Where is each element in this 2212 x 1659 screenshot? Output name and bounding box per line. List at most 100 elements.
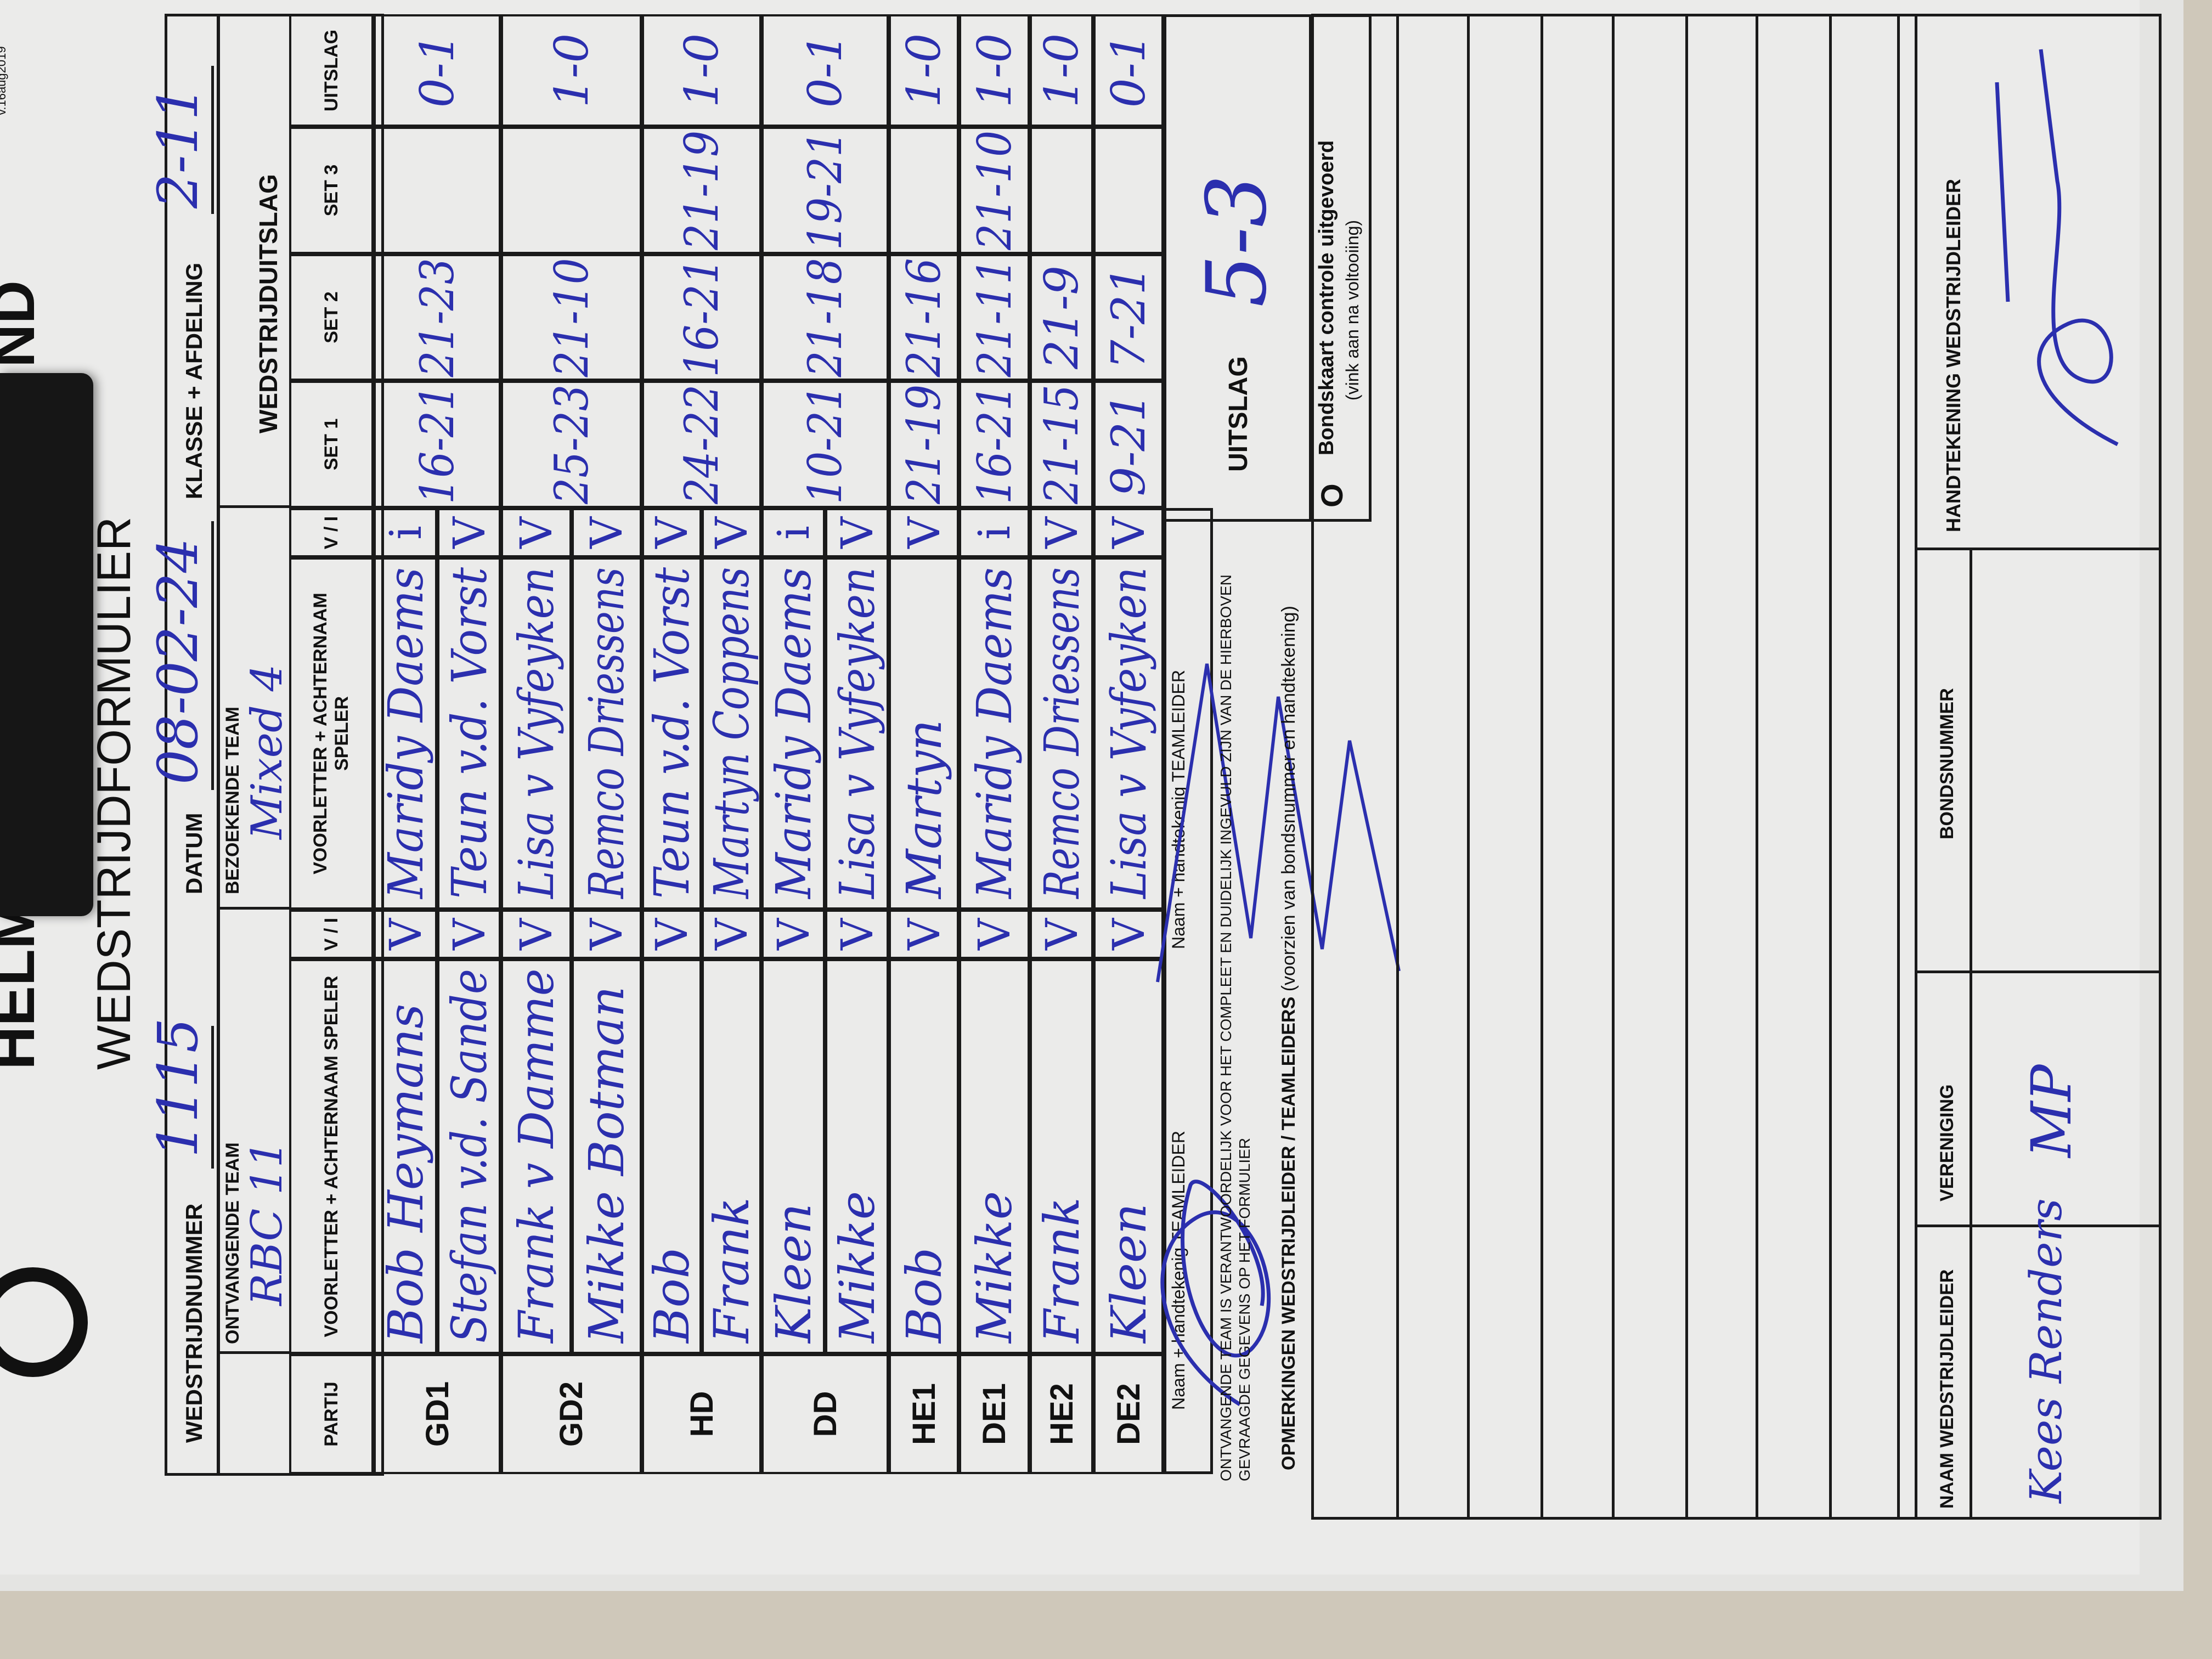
home-player[interactable]: Frank v Damme xyxy=(501,959,572,1354)
home-vi-mark[interactable]: V xyxy=(959,910,1030,959)
vereniging-label: VERENIGING xyxy=(1937,1084,1957,1201)
away-vi-mark[interactable]: V xyxy=(501,508,572,557)
away-vi-mark[interactable]: V xyxy=(437,508,501,557)
set2-score[interactable]: 21-10 xyxy=(501,254,642,381)
set3-score[interactable] xyxy=(1093,127,1164,254)
match-partij: GD2 xyxy=(501,1354,642,1474)
away-vi-mark[interactable]: i xyxy=(761,508,825,557)
remark-line[interactable] xyxy=(1467,14,1470,1520)
away-player[interactable]: Martyn Coppens xyxy=(702,557,761,910)
remark-line[interactable] xyxy=(1396,14,1399,1520)
away-vi-mark[interactable]: i xyxy=(374,508,437,557)
bondskaart-checkbox[interactable]: O xyxy=(1314,483,1349,507)
home-player[interactable]: Kleen xyxy=(761,959,825,1354)
away-vi-mark[interactable]: V xyxy=(642,508,702,557)
column-header-set2: SET 2 xyxy=(289,254,374,381)
set1-score[interactable]: 25-23 xyxy=(501,381,642,508)
home-player[interactable]: Mikke xyxy=(959,959,1030,1354)
set2-score[interactable]: 21-16 xyxy=(889,254,959,381)
remark-line[interactable] xyxy=(1612,14,1615,1520)
home-player[interactable]: Stefan v.d. Sande xyxy=(437,959,501,1354)
home-vi-mark[interactable]: V xyxy=(437,910,501,959)
form-title: WEDSTRIJDFORMULIER xyxy=(88,516,140,1070)
home-player[interactable]: Mikke xyxy=(825,959,889,1354)
remark-line[interactable] xyxy=(1897,14,1900,1520)
match-uitslag[interactable]: 1-0 xyxy=(889,14,959,127)
set1-score[interactable]: 9-21 xyxy=(1093,381,1164,508)
home-vi-mark[interactable]: V xyxy=(501,910,572,959)
away-player[interactable]: Maridy Daems xyxy=(761,557,825,910)
match-uitslag[interactable]: 1-0 xyxy=(959,14,1030,127)
away-vi-mark[interactable]: V xyxy=(571,508,642,557)
naam-wedstrijdleider-value: Kees Renders xyxy=(2021,1198,2072,1503)
set3-score[interactable] xyxy=(501,127,642,254)
away-vi-mark[interactable]: V xyxy=(889,508,959,557)
away-player[interactable]: Maridy Daems xyxy=(374,557,437,910)
home-player[interactable]: Bob Heymans xyxy=(374,959,437,1354)
match-partij-text: HD xyxy=(684,1391,720,1437)
set2-score[interactable]: 21-9 xyxy=(1030,254,1093,381)
away-player[interactable]: Remco Driessens xyxy=(571,557,642,910)
column-header-set1-text: SET 1 xyxy=(320,418,342,471)
set3-score[interactable]: 19-21 xyxy=(761,127,889,254)
set3-score[interactable] xyxy=(374,127,501,254)
home-vi-mark[interactable]: V xyxy=(889,910,959,959)
away-player[interactable]: Teun v.d. Vorst xyxy=(642,557,702,910)
set2-score-text: 21-10 xyxy=(544,257,599,377)
set2-score-text: 21-9 xyxy=(1035,266,1088,369)
match-uitslag[interactable]: 0-1 xyxy=(1093,14,1164,127)
away-player[interactable]: Lisa v Vyfeyken xyxy=(825,557,889,910)
away-vi-mark[interactable]: V xyxy=(1093,508,1164,557)
away-player[interactable]: Lisa v Vyfeyken xyxy=(501,557,572,910)
remark-line[interactable] xyxy=(1829,14,1832,1520)
away-vi-mark-text: V xyxy=(443,517,495,549)
away-player[interactable]: Martyn xyxy=(889,557,959,910)
match-uitslag[interactable]: 1-0 xyxy=(642,14,761,127)
home-player[interactable]: Mikke Botman xyxy=(571,959,642,1354)
set1-score[interactable]: 10-21 xyxy=(761,381,889,508)
away-vi-mark[interactable]: V xyxy=(1030,508,1093,557)
set2-score[interactable]: 21-11 xyxy=(959,254,1030,381)
set3-score[interactable]: 21-19 xyxy=(642,127,761,254)
column-header-away-player: VOORLETTER + ACHTERNAAM SPELER xyxy=(289,557,374,910)
remark-line[interactable] xyxy=(1685,14,1688,1520)
home-player[interactable]: Frank xyxy=(702,959,761,1354)
home-vi-mark[interactable]: V xyxy=(1030,910,1093,959)
home-player[interactable]: Bob xyxy=(889,959,959,1354)
set1-score[interactable]: 21-19 xyxy=(889,381,959,508)
set3-score[interactable] xyxy=(1030,127,1093,254)
set2-score[interactable]: 16-21 xyxy=(642,254,761,381)
away-vi-mark[interactable]: V xyxy=(825,508,889,557)
home-vi-mark[interactable]: V xyxy=(571,910,642,959)
remark-line[interactable] xyxy=(1541,14,1543,1520)
away-vi-mark-text: V xyxy=(1036,517,1087,549)
away-vi-mark[interactable]: i xyxy=(959,508,1030,557)
set2-score[interactable]: 21-23 xyxy=(374,254,501,381)
away-vi-mark[interactable]: V xyxy=(702,508,761,557)
set2-score[interactable]: 21-18 xyxy=(761,254,889,381)
match-uitslag[interactable]: 1-0 xyxy=(501,14,642,127)
home-vi-mark[interactable]: V xyxy=(374,910,437,959)
set3-score[interactable]: 21-10 xyxy=(959,127,1030,254)
set1-score[interactable]: 16-21 xyxy=(374,381,501,508)
home-player[interactable]: Bob xyxy=(642,959,702,1354)
klasse-label: KLASSE + AFDELING xyxy=(181,262,207,499)
away-player[interactable]: Maridy Daems xyxy=(959,557,1030,910)
away-player[interactable]: Teun v.d. Vorst xyxy=(437,557,501,910)
paper-sheet xyxy=(0,0,2140,1575)
match-uitslag[interactable]: 1-0 xyxy=(1030,14,1093,127)
set1-score[interactable]: 24-22 xyxy=(642,381,761,508)
remark-line[interactable] xyxy=(1756,14,1758,1520)
away-player[interactable]: Remco Driessens xyxy=(1030,557,1093,910)
home-vi-mark[interactable]: V xyxy=(825,910,889,959)
home-vi-mark[interactable]: V xyxy=(702,910,761,959)
home-vi-mark[interactable]: V xyxy=(642,910,702,959)
match-uitslag[interactable]: 0-1 xyxy=(761,14,889,127)
set1-score[interactable]: 21-15 xyxy=(1030,381,1093,508)
match-uitslag[interactable]: 0-1 xyxy=(374,14,501,127)
home-player[interactable]: Frank xyxy=(1030,959,1093,1354)
set3-score[interactable] xyxy=(889,127,959,254)
set1-score[interactable]: 16-21 xyxy=(959,381,1030,508)
home-vi-mark[interactable]: V xyxy=(761,910,825,959)
set2-score[interactable]: 7-21 xyxy=(1093,254,1164,381)
